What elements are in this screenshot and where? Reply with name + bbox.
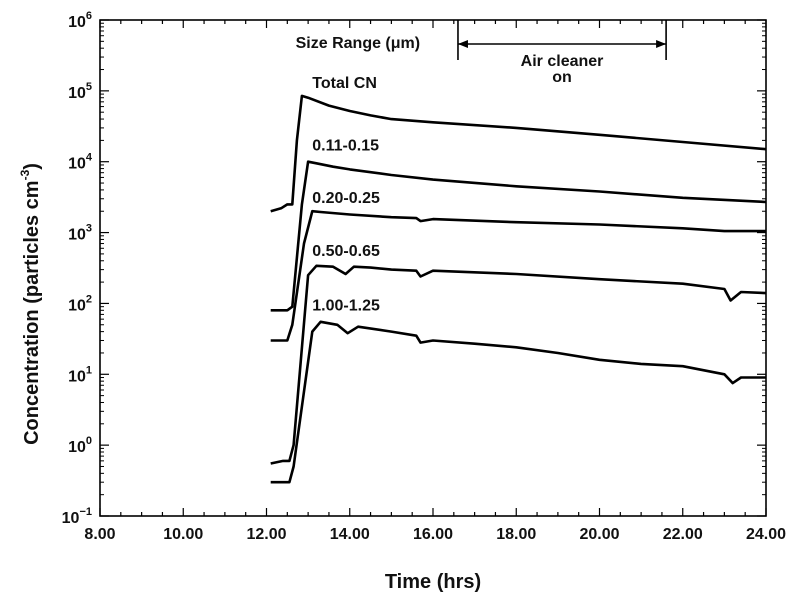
- air-cleaner-on-label: on: [552, 69, 572, 86]
- y-tick-base: 10: [62, 510, 80, 527]
- series-lines: [270, 94, 767, 484]
- size-range-label: Size Range (μm): [296, 35, 420, 52]
- axis-ticks: [99, 19, 767, 517]
- x-tick-label: 14.00: [330, 526, 370, 543]
- x-tick-label: 20.00: [579, 526, 619, 543]
- y-tick-base: 10: [68, 85, 86, 102]
- y-tick-base: 10: [68, 297, 86, 314]
- series-label: 0.20-0.25: [312, 190, 380, 207]
- y-tick-label: 102: [68, 293, 92, 314]
- y-axis-title: Concentration (particles cm-3): [18, 163, 43, 445]
- series-line-0-11-0-15: [270, 160, 767, 312]
- series-line-0-20-0-25: [270, 209, 766, 342]
- series-labels: Total CN 0.11-0.15 0.20-0.25 0.50-0.65 1.00-…: [312, 75, 380, 314]
- plot-border: [99, 19, 767, 517]
- y-axis-title-exp: -3: [18, 169, 32, 180]
- y-tick-base: 10: [68, 227, 86, 244]
- y-tick-label: 106: [68, 10, 92, 31]
- x-tick-label: 10.00: [163, 526, 203, 543]
- y-axis-title-close: ): [21, 163, 43, 170]
- y-tick-exponent: 5: [86, 81, 92, 93]
- series-line-1-00-1-25: [270, 320, 766, 484]
- y-tick-exponent: 6: [86, 10, 92, 22]
- y-tick-label: 104: [68, 152, 93, 173]
- arrow-right-icon: [656, 40, 667, 48]
- series-line-0-50-0-65: [270, 264, 767, 465]
- series-label: 1.00-1.25: [312, 297, 380, 314]
- series-label: 0.50-0.65: [312, 243, 380, 260]
- axis-tick-labels: 8.00 10.00 12.00 14.00 16.00 18.00 20.00 22.00 2…: [62, 10, 786, 543]
- y-tick-label: 103: [68, 223, 92, 244]
- y-tick-base: 10: [68, 156, 86, 173]
- y-tick-exponent: 4: [86, 152, 93, 164]
- x-tick-label: 22.00: [663, 526, 703, 543]
- plot-frame: [99, 19, 767, 517]
- y-tick-base: 10: [68, 14, 86, 31]
- y-tick-label: 100: [68, 435, 92, 456]
- series-line-total-cn: [270, 94, 767, 213]
- x-tick-label: 18.00: [496, 526, 536, 543]
- x-tick-label: 24.00: [746, 526, 786, 543]
- x-tick-label: 8.00: [84, 526, 115, 543]
- arrow-left-icon: [457, 40, 468, 48]
- y-tick-exponent: −1: [79, 506, 92, 518]
- y-tick-base: 10: [68, 368, 86, 385]
- y-tick-label: 101: [68, 364, 92, 385]
- series-label: Total CN: [312, 75, 377, 92]
- y-tick-exponent: 1: [86, 364, 92, 376]
- series-label: 0.11-0.15: [312, 137, 379, 154]
- y-axis-title-main: Concentration (particles cm: [21, 180, 43, 445]
- y-tick-exponent: 2: [86, 293, 92, 305]
- air-cleaner-label: Air cleaner: [521, 53, 604, 70]
- y-tick-label: 10−1: [62, 506, 92, 527]
- y-tick-exponent: 3: [86, 223, 92, 235]
- y-tick-label: 105: [68, 81, 92, 102]
- x-tick-label: 12.00: [246, 526, 286, 543]
- y-tick-base: 10: [68, 439, 86, 456]
- y-tick-exponent: 0: [86, 435, 92, 447]
- x-tick-label: 16.00: [413, 526, 453, 543]
- x-axis-title: Time (hrs): [385, 571, 481, 593]
